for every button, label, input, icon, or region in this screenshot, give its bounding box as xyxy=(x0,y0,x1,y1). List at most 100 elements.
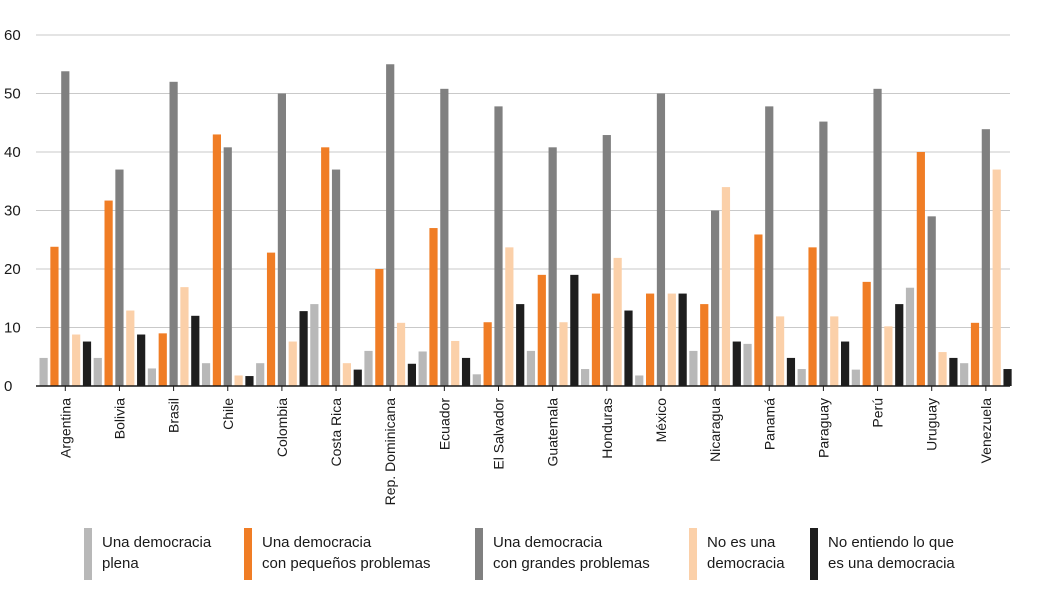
bar-0-1 xyxy=(50,246,59,386)
x-tick-label: Guatemala xyxy=(545,398,561,467)
bar-group-11 xyxy=(635,93,687,386)
bar-3-4 xyxy=(245,376,254,386)
bar-9-3 xyxy=(559,322,568,386)
bar-2-2 xyxy=(169,81,178,387)
gridlines xyxy=(36,34,1010,328)
legend-label-line: Una democracia xyxy=(493,534,603,551)
bar-group-12 xyxy=(689,187,741,386)
x-tick-label: Bolivia xyxy=(111,398,127,439)
bar-15-1 xyxy=(862,281,871,386)
bar-2-4 xyxy=(191,315,200,386)
bar-12-3 xyxy=(721,187,731,386)
bar-4-4 xyxy=(299,311,308,386)
bar-1-3 xyxy=(126,310,135,386)
bar-11-0 xyxy=(635,375,644,386)
bar-group-9 xyxy=(526,147,579,386)
x-tick-label: Chile xyxy=(220,398,236,430)
legend-label-line: Una democracia xyxy=(262,534,372,551)
bar-12-1 xyxy=(700,304,709,386)
legend-label-line: con grandes problemas xyxy=(493,555,650,572)
bar-9-4 xyxy=(570,274,579,386)
bar-17-1 xyxy=(970,322,980,386)
x-tick-label: Ecuador xyxy=(436,398,452,450)
y-tick-label: 10 xyxy=(4,320,21,337)
bar-2-0 xyxy=(147,368,156,386)
y-tick-label: 40 xyxy=(4,144,21,161)
bar-16-2 xyxy=(927,216,936,386)
bar-group-17 xyxy=(960,129,1012,386)
bar-5-1 xyxy=(321,147,330,386)
x-tick-label: Costa Rica xyxy=(328,398,344,467)
bar-group-5 xyxy=(310,147,362,386)
bar-4-2 xyxy=(277,93,286,386)
bar-1-2 xyxy=(115,169,124,386)
bar-15-2 xyxy=(873,88,882,386)
legend-label-line: democracia xyxy=(707,555,785,572)
bar-10-2 xyxy=(602,135,611,386)
bar-2-3 xyxy=(180,287,189,386)
bar-group-10 xyxy=(581,135,633,386)
bar-17-2 xyxy=(981,129,990,386)
bar-group-4 xyxy=(256,93,308,386)
bar-17-3 xyxy=(992,169,1001,386)
x-tick-label: Colombia xyxy=(274,398,290,457)
bar-14-1 xyxy=(808,247,817,386)
legend-label-line: plena xyxy=(102,555,139,572)
y-tick-label: 50 xyxy=(4,86,21,103)
bar-2-1 xyxy=(158,333,167,386)
legend-label: Una democracia con pequeños problemas xyxy=(262,528,430,574)
bar-group-6 xyxy=(364,64,416,386)
legend-label-line: No entiendo lo que xyxy=(828,534,954,551)
bar-group-8 xyxy=(472,106,525,387)
legend-label: No entiendo lo que es una democracia xyxy=(828,528,955,574)
bar-3-2 xyxy=(223,147,232,386)
bar-7-2 xyxy=(440,88,449,386)
bar-10-1 xyxy=(591,293,601,386)
legend: Una democracia plena Una democracia con peq… xyxy=(0,522,1052,592)
legend-label: Una democracia con grandes problemas xyxy=(493,528,650,574)
bar-10-0 xyxy=(581,369,590,386)
bar-5-4 xyxy=(353,369,362,386)
bar-group-0 xyxy=(39,71,92,387)
bar-group-3 xyxy=(201,134,254,386)
x-tick-label: Perú xyxy=(870,398,886,428)
bar-9-0 xyxy=(526,350,536,386)
bar-10-3 xyxy=(613,257,622,386)
legend-item: Una democracia plena xyxy=(84,528,211,580)
x-tick-label: Paraguay xyxy=(815,398,831,458)
bar-15-0 xyxy=(851,369,860,386)
bar-6-2 xyxy=(386,64,395,386)
x-tick-label: Panamá xyxy=(761,398,777,450)
legend-item: Una democracia con pequeños problemas xyxy=(244,528,430,580)
bar-1-0 xyxy=(93,357,102,386)
bar-12-4 xyxy=(732,341,741,386)
bar-8-3 xyxy=(505,247,514,386)
bar-14-3 xyxy=(830,316,839,386)
bar-3-3 xyxy=(234,375,243,386)
bar-13-3 xyxy=(776,316,785,386)
x-tick-label: Brasil xyxy=(166,398,182,433)
bar-group-16 xyxy=(905,152,958,386)
bar-9-2 xyxy=(548,147,557,386)
x-tick-label: Venezuela xyxy=(978,398,994,464)
legend-label-line: No es una xyxy=(707,534,776,551)
legend-swatch xyxy=(689,528,697,580)
y-tick-label: 0 xyxy=(4,378,12,395)
bar-17-4 xyxy=(1003,369,1012,386)
bar-group-2 xyxy=(147,81,200,387)
bar-0-3 xyxy=(72,334,81,386)
bar-group-14 xyxy=(797,121,850,386)
x-tick-label: El Salvador xyxy=(491,398,507,470)
bar-11-3 xyxy=(667,293,676,386)
bar-14-0 xyxy=(797,369,806,386)
x-tick-label: Argentina xyxy=(57,398,73,458)
bar-12-0 xyxy=(689,350,698,386)
y-axis-ticks: 0 10 20 30 40 50 60 xyxy=(4,27,21,395)
legend-swatch xyxy=(475,528,483,580)
bar-11-1 xyxy=(646,293,655,386)
x-tick-label: Honduras xyxy=(599,398,615,459)
bar-4-1 xyxy=(266,252,276,386)
bar-13-4 xyxy=(786,357,796,386)
x-tick-label: Rep. Dominicana xyxy=(382,398,398,506)
bar-13-1 xyxy=(754,234,763,386)
